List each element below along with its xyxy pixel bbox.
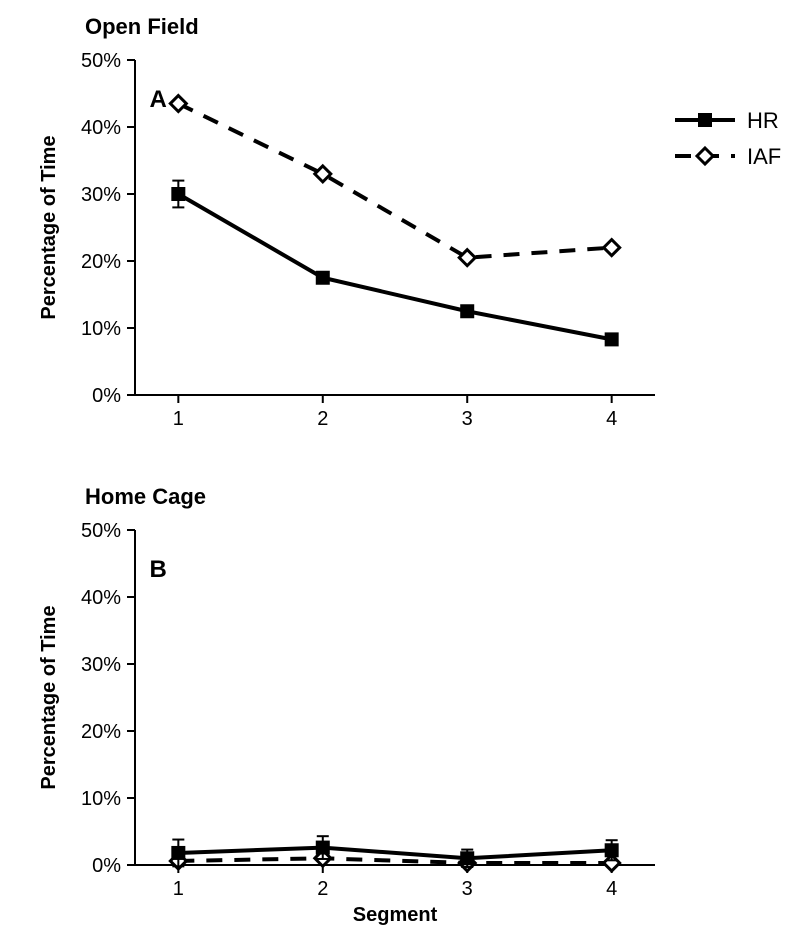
marker-hr	[172, 188, 184, 200]
marker-hr	[606, 844, 618, 856]
marker-iaf	[604, 240, 620, 256]
marker-iaf	[315, 166, 331, 182]
marker-hr	[317, 842, 329, 854]
marker-hr	[461, 305, 473, 317]
x-tick-label: 2	[317, 878, 328, 900]
series-hr-line	[178, 848, 611, 859]
x-tick-label: 1	[173, 878, 184, 900]
y-tick-label: 50%	[81, 50, 121, 72]
x-tick-label: 3	[462, 878, 473, 900]
legend-marker-hr	[699, 114, 711, 126]
y-tick-label: 40%	[81, 587, 121, 609]
y-axis-label: Percentage of Time	[38, 605, 60, 789]
x-tick-label: 4	[606, 878, 617, 900]
figure-root: Open Field Home Cage 0%10%20%30%40%50%Pe…	[0, 0, 797, 945]
y-tick-label: 30%	[81, 184, 121, 206]
series-iaf-line	[178, 858, 611, 863]
legend-marker-iaf	[697, 148, 713, 164]
x-axis-label: Segment	[353, 904, 438, 926]
panel-b-title: Home Cage	[85, 484, 206, 510]
marker-hr	[461, 852, 473, 864]
y-tick-label: 10%	[81, 788, 121, 810]
marker-hr	[606, 333, 618, 345]
panel-letter-a: A	[149, 86, 166, 113]
series-hr-line	[178, 194, 611, 339]
series-iaf-line	[178, 104, 611, 258]
y-tick-label: 40%	[81, 117, 121, 139]
legend-label-hr: HR	[747, 108, 779, 133]
marker-iaf	[170, 96, 186, 112]
x-tick-label: 4	[606, 408, 617, 430]
y-tick-label: 10%	[81, 318, 121, 340]
legend-label-iaf: IAF	[747, 144, 781, 169]
x-tick-label: 3	[462, 408, 473, 430]
y-tick-label: 0%	[92, 855, 121, 877]
y-tick-label: 20%	[81, 721, 121, 743]
y-tick-label: 0%	[92, 385, 121, 407]
chart-svg: 0%10%20%30%40%50%Percentage of Time1234A…	[0, 0, 797, 945]
marker-hr	[172, 847, 184, 859]
x-tick-label: 2	[317, 408, 328, 430]
panel-a-title: Open Field	[85, 14, 199, 40]
y-axis-label: Percentage of Time	[38, 135, 60, 319]
panel-letter-b: B	[149, 556, 166, 583]
y-tick-label: 50%	[81, 520, 121, 542]
marker-hr	[317, 272, 329, 284]
marker-iaf	[459, 250, 475, 266]
y-tick-label: 30%	[81, 654, 121, 676]
y-tick-label: 20%	[81, 251, 121, 273]
x-tick-label: 1	[173, 408, 184, 430]
